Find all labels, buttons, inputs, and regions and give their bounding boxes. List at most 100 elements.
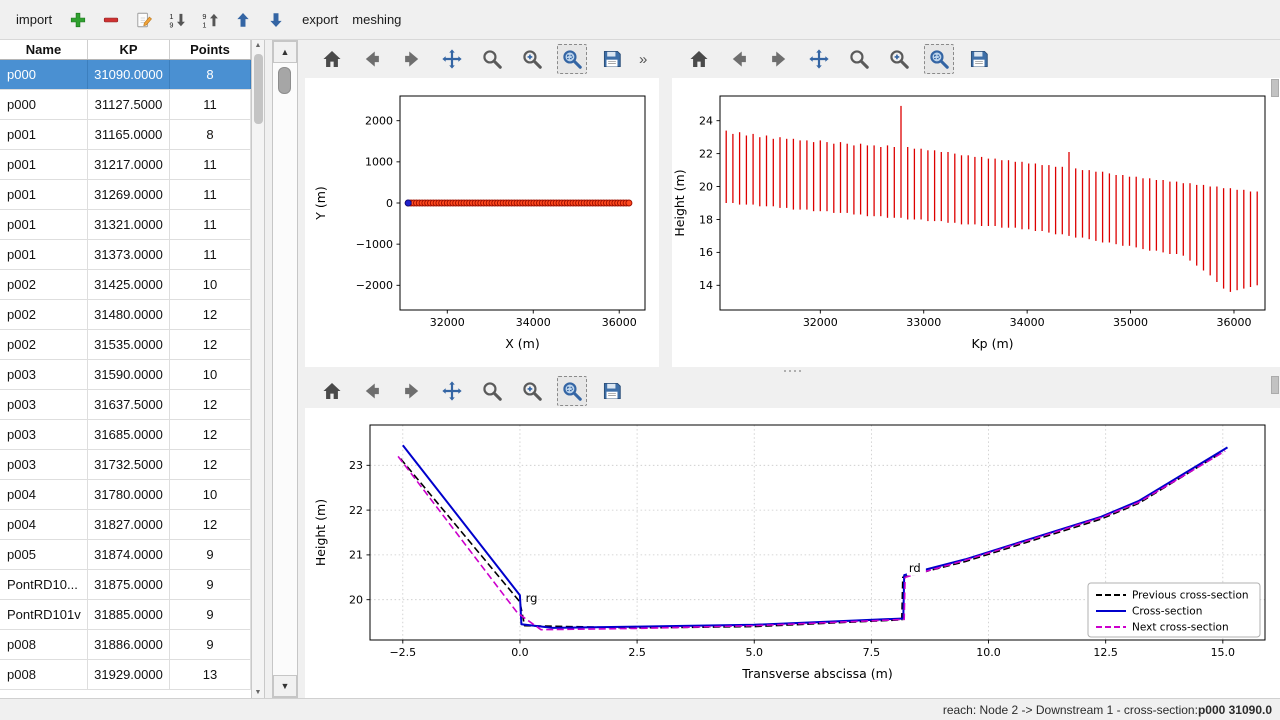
zoom-rect-icon[interactable]: [557, 44, 587, 74]
cell-kp: 31127.5000: [88, 90, 170, 119]
home-icon[interactable]: [317, 376, 347, 406]
back-icon[interactable]: [724, 44, 754, 74]
longitudinal-profile-figure[interactable]: 32000 33000 34000 35000 36000 14 16 18 20 22 24 Kp …: [672, 78, 1280, 367]
cell-points: 9: [170, 570, 251, 599]
column-header-points[interactable]: Points: [170, 40, 251, 59]
edit-icon[interactable]: [132, 8, 156, 32]
table-row[interactable]: p003 31637.5000 12: [0, 390, 251, 420]
table-row[interactable]: p001 31217.0000 11: [0, 150, 251, 180]
table-row[interactable]: p002 31535.0000 12: [0, 330, 251, 360]
table-row[interactable]: p008 31886.0000 9: [0, 630, 251, 660]
cell-name: p000: [0, 90, 88, 119]
table-row[interactable]: p004 31780.0000 10: [0, 480, 251, 510]
svg-text:−1000: −1000: [356, 238, 393, 251]
cell-kp: 31885.0000: [88, 600, 170, 629]
pan-icon[interactable]: [804, 44, 834, 74]
svg-text:−2.5: −2.5: [389, 646, 416, 659]
zoom-original-icon[interactable]: [517, 376, 547, 406]
forward-icon[interactable]: [397, 44, 427, 74]
zoom-original-icon[interactable]: [884, 44, 914, 74]
scroll-down-icon[interactable]: ▼: [254, 689, 262, 696]
svg-text:20: 20: [699, 180, 713, 193]
menu-meshing[interactable]: meshing: [352, 12, 402, 27]
scroll-up-icon[interactable]: ▲: [254, 42, 262, 49]
table-row[interactable]: p000 31127.5000 11: [0, 90, 251, 120]
cell-name: p001: [0, 180, 88, 209]
table-row[interactable]: p001 31165.0000 8: [0, 120, 251, 150]
cell-points: 10: [170, 270, 251, 299]
zoom-original-icon[interactable]: [517, 44, 547, 74]
cell-kp: 31217.0000: [88, 150, 170, 179]
save-icon[interactable]: [597, 376, 627, 406]
home-icon[interactable]: [317, 44, 347, 74]
cross-section-figure[interactable]: −2.5 0.0 2.5 5.0 7.5 10.0 12.5 15.0 20 21 22 23 Tran…: [305, 408, 1280, 698]
table-row[interactable]: PontRD10... 31875.0000 9: [0, 570, 251, 600]
table-row[interactable]: p001 31321.0000 11: [0, 210, 251, 240]
horizontal-splitter[interactable]: [305, 367, 1280, 374]
column-header-name[interactable]: Name: [0, 40, 88, 59]
cell-points: 11: [170, 150, 251, 179]
cell-name: p003: [0, 360, 88, 389]
forward-icon[interactable]: [397, 376, 427, 406]
panel-scrollbar-thumb[interactable]: [278, 67, 291, 94]
vertical-splitter[interactable]: [659, 40, 672, 367]
remove-icon[interactable]: [99, 8, 123, 32]
table-row[interactable]: p003 31685.0000 12: [0, 420, 251, 450]
table-row[interactable]: p002 31425.0000 10: [0, 270, 251, 300]
cell-points: 11: [170, 210, 251, 239]
scroll-up-button[interactable]: ▲: [273, 41, 297, 63]
table-row[interactable]: p001 31373.0000 11: [0, 240, 251, 270]
svg-text:rd: rd: [909, 561, 921, 575]
table-row[interactable]: p008 31929.0000 13: [0, 660, 251, 690]
svg-text:rg: rg: [526, 591, 538, 605]
zoom-icon[interactable]: [844, 44, 874, 74]
panel-scrollbar[interactable]: ▲ ▼: [272, 40, 298, 698]
cell-kp: 31886.0000: [88, 630, 170, 659]
table-row[interactable]: PontRD101v 31885.0000 9: [0, 600, 251, 630]
home-icon[interactable]: [684, 44, 714, 74]
menu-import[interactable]: import: [16, 12, 53, 27]
cell-name: p001: [0, 120, 88, 149]
cell-kp: 31535.0000: [88, 330, 170, 359]
table-row[interactable]: p003 31732.5000 12: [0, 450, 251, 480]
svg-text:0.0: 0.0: [511, 646, 529, 659]
cell-name: p004: [0, 480, 88, 509]
cross-panel-scrollbar[interactable]: [1271, 376, 1279, 394]
svg-text:18: 18: [699, 213, 713, 226]
zoom-rect-icon[interactable]: [924, 44, 954, 74]
svg-text:−2000: −2000: [356, 279, 393, 292]
svg-text:34000: 34000: [516, 316, 551, 329]
save-icon[interactable]: [597, 44, 627, 74]
menu-export[interactable]: export: [302, 12, 339, 27]
forward-icon[interactable]: [764, 44, 794, 74]
table-row[interactable]: p003 31590.0000 10: [0, 360, 251, 390]
zoom-rect-icon[interactable]: [557, 376, 587, 406]
plan-view-figure[interactable]: 32000 34000 36000 −2000 −1000 0 1000 2000 X (m) Y…: [305, 78, 659, 367]
table-row[interactable]: p004 31827.0000 12: [0, 510, 251, 540]
back-icon[interactable]: [357, 44, 387, 74]
table-scrollbar-thumb[interactable]: [254, 54, 263, 124]
table-scrollbar[interactable]: ▲ ▼: [251, 40, 265, 698]
table-row[interactable]: p000 31090.0000 8: [0, 60, 251, 90]
zoom-icon[interactable]: [477, 376, 507, 406]
move-down-icon[interactable]: [264, 8, 288, 32]
table-row[interactable]: p005 31874.0000 9: [0, 540, 251, 570]
pan-icon[interactable]: [437, 376, 467, 406]
add-icon[interactable]: [66, 8, 90, 32]
profile-panel-scrollbar[interactable]: [1271, 79, 1279, 97]
svg-text:34000: 34000: [1010, 316, 1045, 329]
pan-icon[interactable]: [437, 44, 467, 74]
scroll-down-button[interactable]: ▼: [273, 675, 297, 697]
zoom-icon[interactable]: [477, 44, 507, 74]
table-row[interactable]: p001 31269.0000 11: [0, 180, 251, 210]
column-header-kp[interactable]: KP: [88, 40, 170, 59]
svg-text:5.0: 5.0: [745, 646, 763, 659]
back-icon[interactable]: [357, 376, 387, 406]
cell-points: 12: [170, 450, 251, 479]
table-row[interactable]: p002 31480.0000 12: [0, 300, 251, 330]
move-up-icon[interactable]: [231, 8, 255, 32]
toolbar-overflow-icon[interactable]: »: [639, 50, 648, 68]
save-icon[interactable]: [964, 44, 994, 74]
